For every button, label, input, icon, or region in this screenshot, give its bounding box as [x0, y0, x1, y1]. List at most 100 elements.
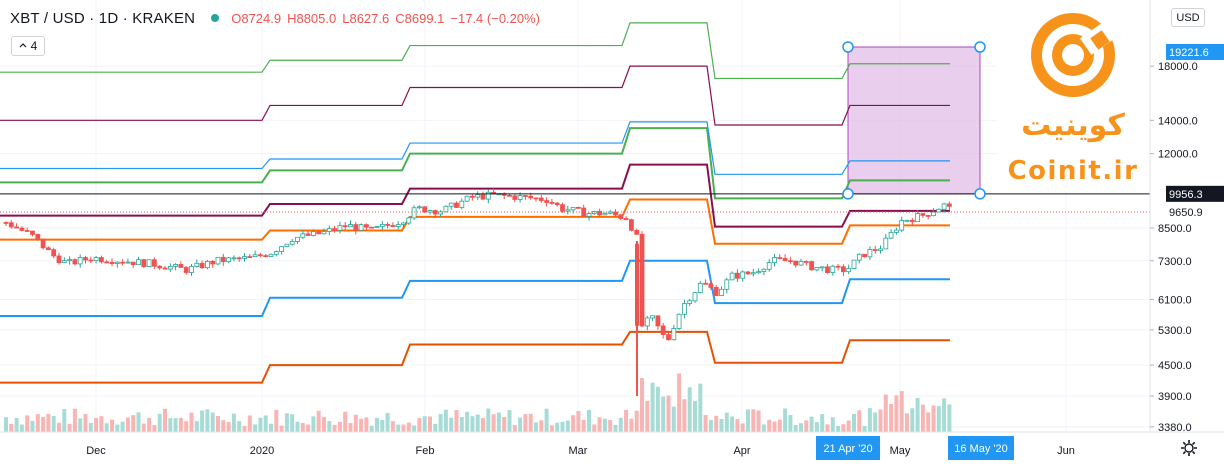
volume-bar — [783, 408, 788, 432]
candle-body — [523, 195, 528, 197]
volume-bar — [147, 417, 152, 432]
price-axis-label: 18000.0 — [1158, 61, 1198, 73]
candle-body — [803, 261, 809, 263]
volume-bar — [836, 425, 841, 432]
volume-bar — [306, 424, 311, 432]
volume-bar — [258, 417, 263, 432]
volume-bar — [390, 421, 395, 432]
volume-bar — [274, 409, 279, 432]
settings-gear-icon[interactable] — [1180, 439, 1198, 457]
candle-body — [231, 257, 237, 260]
candle-body — [183, 267, 189, 273]
candle-body — [708, 283, 714, 288]
volume-bar — [735, 419, 740, 432]
candle-body — [289, 240, 295, 245]
date-price-range-box[interactable] — [847, 46, 981, 195]
candle-body — [8, 222, 14, 228]
volume-bar — [253, 424, 258, 432]
candle-body — [56, 255, 62, 264]
candle-body — [756, 271, 761, 274]
candle-body — [480, 194, 486, 200]
volume-bar — [173, 418, 178, 432]
volume-bar — [655, 386, 660, 432]
candle-body — [151, 259, 157, 267]
candle-body — [411, 207, 417, 219]
volume-bar — [120, 421, 125, 432]
symbol-title[interactable]: XBT / USD · 1D · KRAKEN — [10, 9, 196, 27]
volume-bar — [687, 387, 692, 432]
candle-body — [390, 225, 396, 227]
range-handle[interactable] — [842, 41, 854, 53]
volume-bar — [873, 412, 878, 432]
volume-bar — [94, 417, 99, 432]
volume-bar — [549, 425, 554, 432]
volume-bar — [767, 419, 772, 432]
candle-body — [379, 224, 385, 227]
time-axis-label: May — [890, 445, 911, 457]
volume-bar — [920, 404, 925, 432]
indicator-line-3 — [0, 330, 950, 384]
time-axis-label: Mar — [569, 445, 588, 457]
indicators-toggle-button[interactable]: 4 — [11, 36, 45, 56]
volume-bar — [491, 414, 496, 432]
candle-body — [729, 272, 735, 281]
candle-body — [300, 233, 306, 238]
volume-bar — [565, 420, 570, 432]
volume-bar — [465, 411, 470, 432]
volume-bar — [777, 419, 782, 432]
candle-body — [788, 260, 793, 263]
candle-body — [422, 206, 428, 213]
candle-body — [644, 317, 650, 327]
volume-bar — [359, 418, 364, 432]
volume-bar — [247, 415, 252, 432]
volume-bar — [571, 415, 576, 432]
candle-body — [909, 219, 915, 223]
candle-body — [448, 202, 454, 207]
volume-bar — [475, 414, 480, 432]
indicator-line-1 — [0, 163, 950, 228]
volume-bar — [650, 382, 655, 432]
candle-body — [369, 226, 375, 229]
candle-body — [24, 230, 30, 232]
range-handle[interactable] — [842, 188, 854, 200]
volume-bar — [931, 405, 936, 432]
volume-bar — [459, 417, 464, 432]
candle-body — [782, 258, 788, 262]
volume-bar — [788, 414, 793, 432]
candle-body — [416, 206, 422, 209]
candle-body — [141, 259, 147, 267]
candle-body — [77, 257, 83, 265]
price-tag-19221-bg — [1166, 43, 1224, 60]
volume-bar — [809, 416, 814, 432]
currency-button[interactable]: USD — [1171, 8, 1205, 27]
volume-bar — [311, 416, 316, 432]
volume-bar — [337, 421, 342, 432]
candle-body — [469, 195, 475, 198]
candle-body — [798, 261, 804, 266]
price-axis-label: 7300.0 — [1158, 256, 1192, 268]
volume-bar — [730, 416, 735, 432]
candle-body — [750, 272, 756, 275]
volume-bar — [428, 416, 432, 432]
candle-body — [538, 197, 544, 201]
candle-body — [602, 212, 608, 216]
candle-body — [273, 251, 279, 255]
range-handle[interactable] — [974, 188, 986, 200]
volume-bar — [375, 417, 379, 432]
candle-body — [459, 200, 465, 208]
indicator-count: 4 — [30, 39, 38, 53]
volume-bar — [761, 424, 766, 432]
volume-bar — [449, 417, 454, 432]
candle-body — [395, 224, 401, 227]
range-handle[interactable] — [974, 41, 986, 53]
candle-body — [740, 271, 746, 279]
volume-bar — [820, 414, 825, 432]
indicator-line-0 — [0, 127, 950, 200]
candle-body — [883, 237, 889, 250]
volume-bar — [814, 422, 819, 432]
volume-bar — [205, 409, 210, 432]
volume-bar — [290, 414, 295, 432]
candle-body — [252, 254, 258, 258]
candle-body — [337, 225, 343, 231]
